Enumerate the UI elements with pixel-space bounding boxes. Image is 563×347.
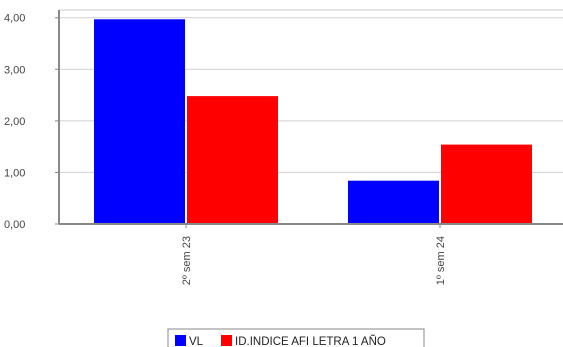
x-tick-label: 1º sem 24	[435, 236, 447, 285]
y-tick-label: 2,00	[4, 116, 25, 128]
bar-id-indice-0[interactable]	[187, 96, 278, 224]
y-tick-label: 4,00	[4, 13, 25, 25]
bar-id-indice-1[interactable]	[441, 144, 532, 224]
bar-vl-1[interactable]	[348, 180, 439, 224]
legend-swatch-1	[221, 335, 232, 346]
legend-swatch-0	[175, 335, 186, 346]
bars	[94, 19, 532, 225]
axes	[58, 9, 563, 225]
y-tick-label: 1,00	[4, 167, 25, 179]
y-tick-label: 0,00	[4, 219, 25, 231]
x-axis-ticks: 2º sem 23 1º sem 24	[181, 224, 447, 285]
y-tick-label: 3,00	[4, 64, 25, 76]
legend-label-0: VL	[189, 336, 204, 347]
legend: VL ID.INDICE AFI LETRA 1 AÑO	[167, 328, 425, 347]
bar-vl-0[interactable]	[94, 19, 185, 225]
legend-label-1: ID.INDICE AFI LETRA 1 AÑO	[235, 335, 386, 347]
y-axis-ticks: 0,00 1,00 2,00 3,00 4,00	[4, 13, 59, 231]
x-tick-label: 2º sem 23	[181, 236, 193, 285]
